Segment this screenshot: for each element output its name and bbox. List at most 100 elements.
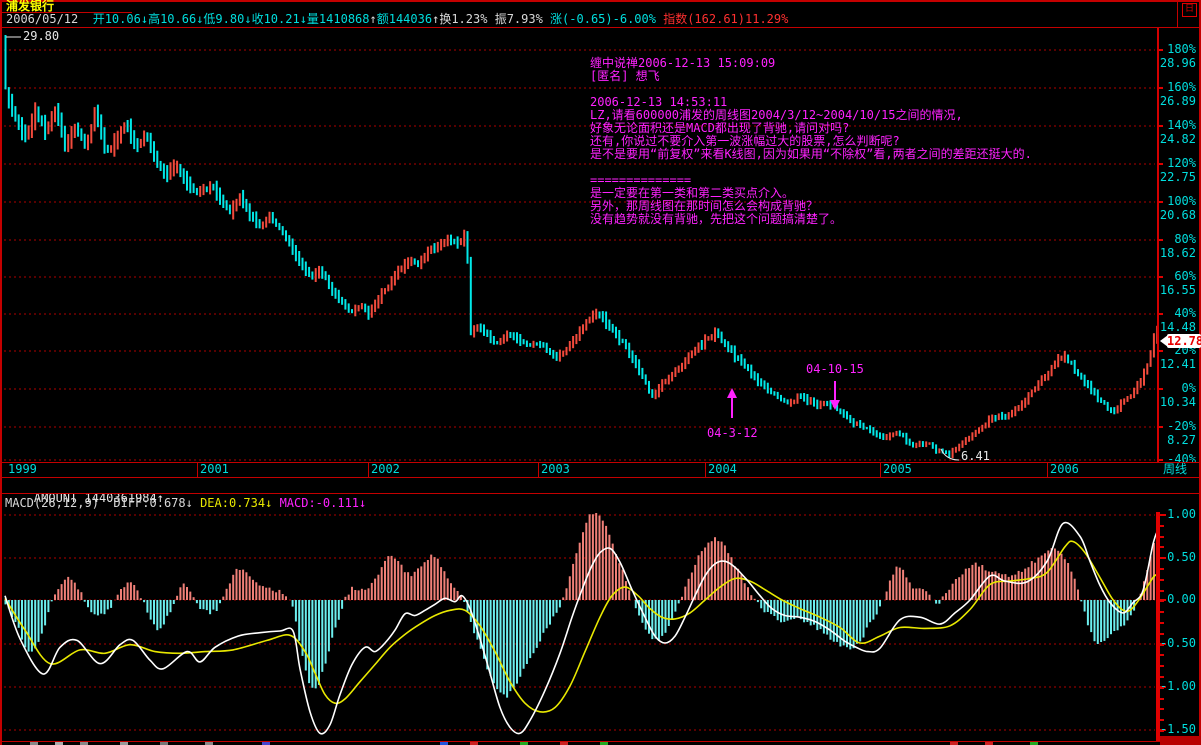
taskbar-speck xyxy=(470,742,478,745)
comment-line: 还有,你说过不要介入第一波涨幅过大的股票,怎么判断呢? xyxy=(590,134,900,148)
comment-line: 好象无论面积还是MACD都出现了背驰,请问对吗? xyxy=(590,121,850,135)
year-label: 2001 xyxy=(200,462,229,476)
comment-line: 2006-12-13 14:53:11 xyxy=(590,95,728,109)
bottom-right-block xyxy=(1160,736,1201,745)
annotation-04-10-15: 04-10-15 xyxy=(806,362,864,376)
price-chart-pane[interactable] xyxy=(0,28,1201,462)
taskbar-speck xyxy=(80,742,88,745)
macd-indicator-row: MACD(26,12,9) DIFF:0.678↓ DEA:0.734↓ MAC… xyxy=(5,497,366,510)
price-axis-value-label: 24.82 xyxy=(1159,132,1196,146)
price-axis-percent-label: 160% xyxy=(1167,80,1196,94)
period-label: 周线 xyxy=(1163,462,1188,476)
taskbar-speck xyxy=(55,742,63,745)
year-divider xyxy=(197,462,198,477)
macd-bottom-line xyxy=(0,741,1160,742)
price-axis-value-label: 28.96 xyxy=(1159,56,1196,70)
year-label: 2005 xyxy=(883,462,912,476)
amount-row: AMOUNT 1440361984↑ xyxy=(5,479,164,518)
year-divider xyxy=(538,462,539,477)
macd-axis-value-label: 1.00 xyxy=(1167,507,1196,521)
marker-arrow-icon xyxy=(1160,335,1168,347)
stock-title: 浦发银行 xyxy=(6,0,55,13)
price-axis-value-label: 8.27 xyxy=(1167,433,1196,447)
quote-info-field: 指数(162.61)11.29% xyxy=(663,12,789,26)
taskbar-speck xyxy=(120,742,128,745)
macd-indicator-field: ↓ xyxy=(359,496,367,510)
lowest-price-label: 6.41 xyxy=(961,449,990,463)
comment-line: LZ,请看600000浦发的周线图2004/3/12~2004/10/15之间的… xyxy=(590,108,963,122)
year-divider xyxy=(880,462,881,477)
quote-info-field: 额144036 xyxy=(376,12,433,26)
quote-info-field: 低9.80 xyxy=(203,12,245,26)
quote-info-field: ↓ xyxy=(196,12,204,26)
left-border xyxy=(0,0,2,745)
last-price-marker: 12.78 xyxy=(1160,334,1201,349)
price-axis-value-label: 14.48 xyxy=(1159,320,1196,334)
marker-value: 12.78 xyxy=(1167,334,1201,348)
taskbar-speck xyxy=(440,742,448,745)
macd-indicator-field: ↓ xyxy=(265,496,280,510)
price-axis-value-label: 12.41 xyxy=(1159,357,1196,371)
year-label: 2006 xyxy=(1050,462,1079,476)
macd-indicator-field: ↓ xyxy=(185,496,201,510)
comment-line: ============== xyxy=(590,173,692,187)
quote-info-field: 高10.66 xyxy=(148,12,197,26)
price-axis-value-label: 26.89 xyxy=(1159,94,1196,108)
quote-info-field: 换1.23% xyxy=(439,12,495,26)
year-divider xyxy=(1047,462,1048,477)
highest-price-label: 29.80 xyxy=(23,29,60,43)
macd-axis-value-label: -1.00 xyxy=(1159,679,1196,693)
header-bottom-line xyxy=(0,27,1201,28)
macd-indicator-field: MACD:-0.111 xyxy=(279,496,360,510)
amount-label: AMOUNT xyxy=(33,491,78,505)
year-label: 2002 xyxy=(371,462,400,476)
macd-axis-value-label: 0.50 xyxy=(1167,550,1196,564)
top-border xyxy=(0,0,1201,2)
period-day-button[interactable]: 日 xyxy=(1182,3,1197,17)
comment-line: 缠中说禅2006-12-13 15:09:09 xyxy=(590,56,776,70)
quote-info-row: 2006/05/12 开10.06↓高10.66↓低9.80↓收10.21↓量1… xyxy=(6,13,788,26)
macd-indicator-field: MACD(26,12,9) xyxy=(5,496,114,510)
header-right-divider xyxy=(1177,0,1178,27)
taskbar-speck xyxy=(30,742,38,745)
quote-info-field: 量1410868 xyxy=(306,12,370,26)
year-label: 1999 xyxy=(8,462,37,476)
amount-up-arrow-icon: ↑ xyxy=(156,491,164,505)
taskbar-speck xyxy=(985,742,993,745)
quote-info-field: 收10.21 xyxy=(251,12,300,26)
comment-line: [匿名] 想飞 xyxy=(590,69,660,83)
quote-info-field: ↑ xyxy=(432,12,440,26)
price-axis-value-label: 10.34 xyxy=(1159,395,1196,409)
taskbar-speck xyxy=(950,742,958,745)
time-axis-bottom-line xyxy=(0,477,1201,478)
annotation-04-3-12: 04-3-12 xyxy=(707,426,758,440)
forum-comment-overlay: 缠中说禅2006-12-13 15:09:09 [匿名] 想飞 2006-12-13… xyxy=(590,57,1032,226)
year-label: 2003 xyxy=(541,462,570,476)
title-underline xyxy=(2,12,132,13)
price-axis-percent-label: 40% xyxy=(1174,306,1196,320)
price-axis-percent-label: 140% xyxy=(1167,118,1196,132)
comment-line: 是一定要在第一类和第二类买点介入。 xyxy=(590,186,795,200)
taskbar-speck xyxy=(1030,742,1038,745)
year-label: 2004 xyxy=(708,462,737,476)
comment-line: 是不是要用“前复权”来看K线图,因为如果用“不除权”看,两者之间的差距还挺大的. xyxy=(590,147,1032,161)
price-axis-percent-label: -20% xyxy=(1167,419,1196,433)
price-axis-value-label: 18.62 xyxy=(1159,246,1196,260)
taskbar-speck xyxy=(560,742,568,745)
price-axis-percent-label: 0% xyxy=(1181,381,1196,395)
comment-line: 没有趋势就没有背驰，先把这个问题搞清楚了。 xyxy=(590,212,843,226)
macd-chart-pane[interactable] xyxy=(0,511,1201,741)
taskbar-speck xyxy=(205,742,213,745)
quote-info-field: ↑ xyxy=(369,12,377,26)
price-axis-percent-label: 120% xyxy=(1167,156,1196,170)
macd-indicator-field: DEA:0.734 xyxy=(200,496,266,510)
macd-indicator-field: DIFF:0.678 xyxy=(113,496,186,510)
quote-info-field: ↓ xyxy=(299,12,307,26)
amount-row-bottom-line xyxy=(0,493,1201,494)
price-axis-value-label: 16.55 xyxy=(1159,283,1196,297)
quote-info-field: ↓ xyxy=(140,12,149,26)
taskbar-speck xyxy=(160,742,168,745)
price-axis-percent-label: 100% xyxy=(1167,194,1196,208)
taskbar-speck xyxy=(262,742,270,745)
